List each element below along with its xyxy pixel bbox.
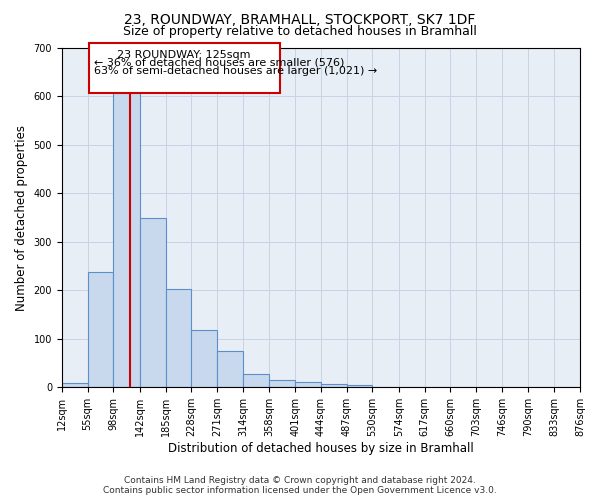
Text: 63% of semi-detached houses are larger (1,021) →: 63% of semi-detached houses are larger (… bbox=[94, 66, 377, 76]
Text: Size of property relative to detached houses in Bramhall: Size of property relative to detached ho… bbox=[123, 25, 477, 38]
Bar bbox=[217, 351, 243, 388]
Bar bbox=[166, 289, 191, 388]
X-axis label: Distribution of detached houses by size in Bramhall: Distribution of detached houses by size … bbox=[168, 442, 474, 455]
Bar bbox=[140, 218, 166, 388]
Y-axis label: Number of detached properties: Number of detached properties bbox=[15, 124, 28, 310]
Bar bbox=[321, 384, 347, 388]
Bar bbox=[295, 382, 321, 388]
Text: ← 36% of detached houses are smaller (576): ← 36% of detached houses are smaller (57… bbox=[94, 58, 344, 68]
Bar bbox=[243, 374, 269, 388]
Bar bbox=[269, 380, 295, 388]
Bar bbox=[191, 330, 217, 388]
Bar bbox=[62, 384, 88, 388]
Bar bbox=[88, 272, 113, 388]
Text: Contains HM Land Registry data © Crown copyright and database right 2024.
Contai: Contains HM Land Registry data © Crown c… bbox=[103, 476, 497, 495]
Text: 23 ROUNDWAY: 125sqm: 23 ROUNDWAY: 125sqm bbox=[118, 50, 251, 60]
Bar bbox=[347, 385, 373, 388]
Bar bbox=[113, 0, 140, 388]
Text: 23, ROUNDWAY, BRAMHALL, STOCKPORT, SK7 1DF: 23, ROUNDWAY, BRAMHALL, STOCKPORT, SK7 1… bbox=[124, 12, 476, 26]
FancyBboxPatch shape bbox=[89, 43, 280, 93]
